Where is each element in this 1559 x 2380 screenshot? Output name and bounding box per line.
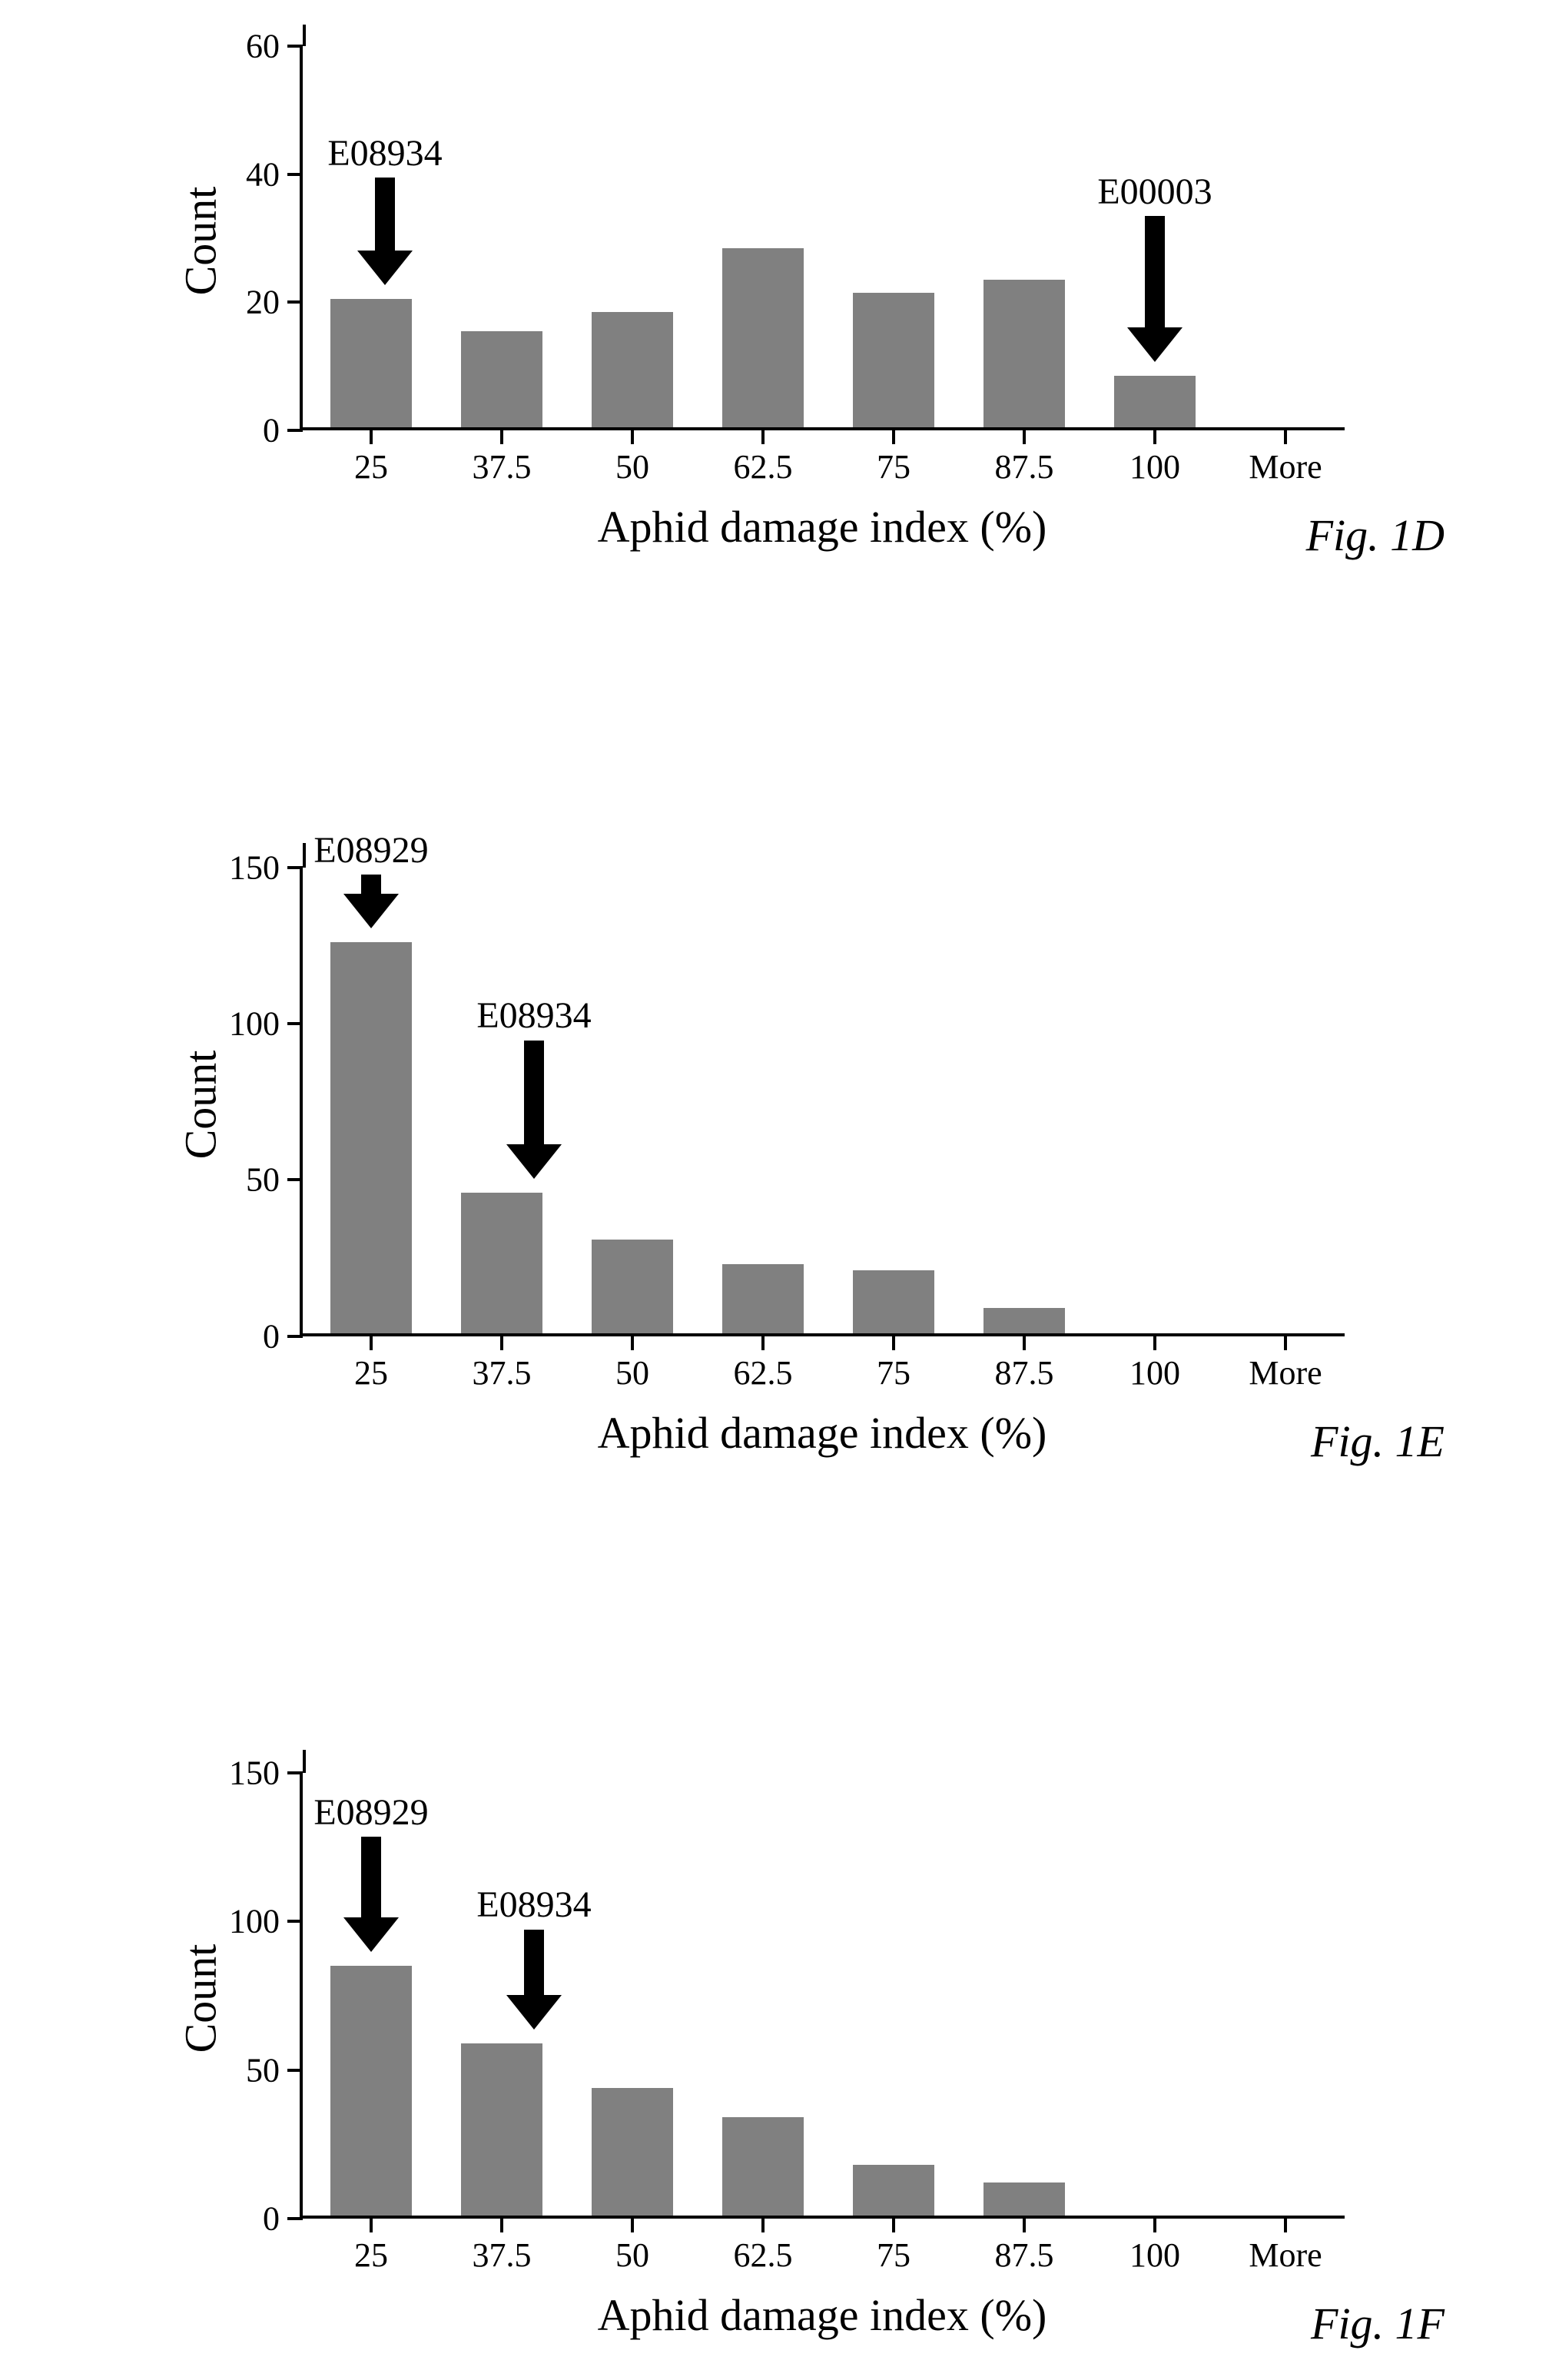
x-tick-label: 75 <box>877 447 911 486</box>
annotation: E08934 <box>442 1886 626 2029</box>
annotation-label: E08934 <box>476 1884 591 1925</box>
annotation: E08934 <box>293 134 477 285</box>
bar <box>983 1308 1065 1333</box>
x-tick-label: 87.5 <box>995 1353 1054 1392</box>
x-tick-label: 25 <box>354 2236 388 2275</box>
annotation-label: E08934 <box>476 995 591 1036</box>
y-tick-label: 40 <box>246 154 280 194</box>
y-axis-title-f: Count <box>174 1944 226 2053</box>
y-tick-label: 0 <box>263 2199 280 2239</box>
x-tick-label: 50 <box>615 1353 649 1392</box>
x-tick-label: 75 <box>877 1353 911 1392</box>
bar <box>1114 376 1196 427</box>
page: E08934 E00003 0 20 40 60 25 37.5 50 62.5 75 87.5 1… <box>0 0 1559 2380</box>
y-tick-label: 20 <box>246 283 280 322</box>
bars-e: E08929 E08934 <box>303 868 1345 1333</box>
x-tick-label: 62.5 <box>734 447 793 486</box>
chart-fig-1d: E08934 E00003 02040602537.55062.57587.51… <box>200 46 1436 561</box>
y-tick-label: 100 <box>229 1004 280 1043</box>
plot-area-f: E08929 E08934 0501001502537.55062.57587.… <box>300 1773 1345 2219</box>
bar <box>853 1270 934 1333</box>
y-tick-label: 0 <box>263 411 280 450</box>
bar <box>330 1966 412 2216</box>
y-axis-title-d: Count <box>174 187 226 296</box>
bar <box>330 942 412 1333</box>
bar <box>592 1240 673 1333</box>
bar <box>461 1193 542 1333</box>
annotation: E08934 <box>442 997 626 1178</box>
bar <box>461 2043 542 2216</box>
annotation-label: E08934 <box>327 133 442 174</box>
y-tick-label: 50 <box>246 1160 280 1200</box>
y-tick-label: 100 <box>229 1902 280 1941</box>
bar <box>592 2088 673 2216</box>
x-tick-label: 75 <box>877 2236 911 2275</box>
chart-fig-1f: E08929 E08934 0501001502537.55062.57587.… <box>200 1773 1436 2349</box>
plot-area-d: E08934 E00003 02040602537.55062.57587.51… <box>300 46 1345 430</box>
y-tick-label: 150 <box>229 1754 280 1793</box>
x-tick-label: More <box>1249 1353 1322 1392</box>
x-tick-label: More <box>1249 2236 1322 2275</box>
bar <box>592 312 673 427</box>
x-tick-label: More <box>1249 447 1322 486</box>
bar <box>853 293 934 427</box>
x-tick-label: 25 <box>354 1353 388 1392</box>
bar <box>983 2182 1065 2216</box>
x-tick-label: 62.5 <box>734 2236 793 2275</box>
bars-d: E08934 E00003 <box>303 46 1345 427</box>
bars-f: E08929 E08934 <box>303 1773 1345 2216</box>
annotation: E00003 <box>1063 173 1247 362</box>
annotation: E08929 <box>279 1794 463 1952</box>
x-tick-label: 62.5 <box>734 1353 793 1392</box>
y-tick-label: 0 <box>263 1316 280 1356</box>
x-tick-label: 100 <box>1129 2236 1180 2275</box>
x-tick-label: 87.5 <box>995 447 1054 486</box>
x-tick-label: 37.5 <box>473 447 532 486</box>
y-tick-label: 60 <box>246 27 280 66</box>
bar <box>722 2117 804 2216</box>
bar <box>722 248 804 427</box>
annotation: E08929 <box>279 832 463 928</box>
plot-area-e: E08929 E08934 0501001502537.55062.57587.… <box>300 868 1345 1336</box>
bar <box>330 299 412 427</box>
annotation-label: E08929 <box>313 830 428 871</box>
x-tick-label: 100 <box>1129 1353 1180 1392</box>
x-tick-label: 37.5 <box>473 2236 532 2275</box>
y-axis-title-e: Count <box>174 1050 226 1159</box>
chart-fig-1e: E08929 E08934 0501001502537.55062.57587.… <box>200 868 1436 1467</box>
bar <box>853 2165 934 2216</box>
x-tick-label: 100 <box>1129 447 1180 486</box>
x-tick-label: 37.5 <box>473 1353 532 1392</box>
x-tick-label: 50 <box>615 447 649 486</box>
y-tick-label: 150 <box>229 848 280 887</box>
bar <box>983 280 1065 427</box>
bar <box>461 331 542 427</box>
x-tick-label: 87.5 <box>995 2236 1054 2275</box>
annotation-label: E08929 <box>313 1792 428 1833</box>
annotation-label: E00003 <box>1097 171 1212 212</box>
x-tick-label: 50 <box>615 2236 649 2275</box>
x-tick-label: 25 <box>354 447 388 486</box>
y-tick-label: 50 <box>246 2050 280 2090</box>
bar <box>722 1264 804 1333</box>
